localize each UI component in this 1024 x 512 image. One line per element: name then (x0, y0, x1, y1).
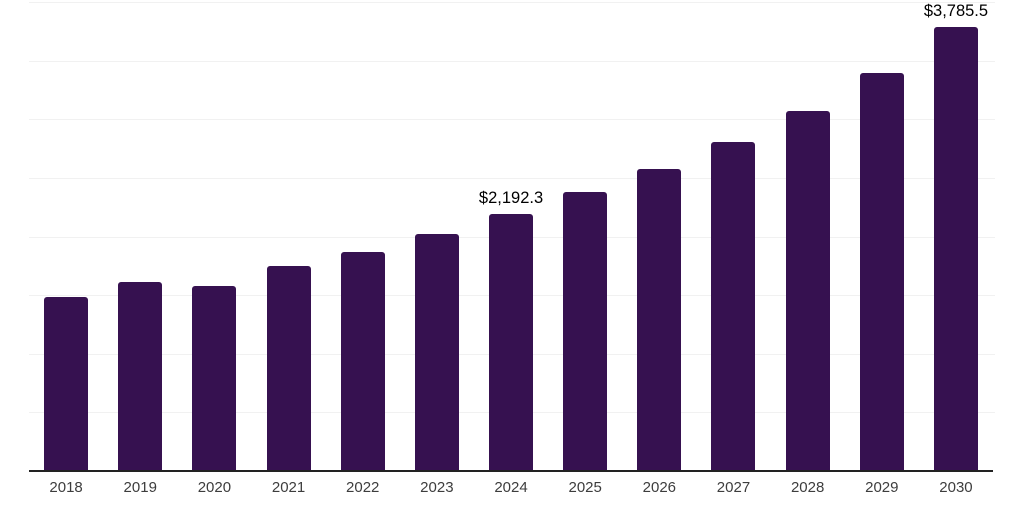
bar-2025 (563, 192, 608, 471)
x-tick-label-2026: 2026 (642, 479, 677, 496)
bar-slot-2027 (696, 2, 770, 471)
bar-slot-2028 (771, 2, 845, 471)
x-tick-label-2020: 2020 (197, 479, 232, 496)
bar-2023 (414, 233, 459, 471)
bar-slot-2025 (548, 2, 622, 471)
bar-2018 (44, 296, 89, 471)
x-tick-label-2024: 2024 (494, 479, 528, 496)
plot-area: $2,192.3 $3,785.5 (29, 2, 995, 471)
x-tick-label-2028: 2028 (790, 479, 825, 496)
x-tick-label-2029: 2029 (865, 479, 899, 496)
gridline (29, 61, 995, 62)
bar-slot-2018 (29, 2, 103, 471)
bar-2029 (859, 72, 904, 471)
bar-2028 (785, 111, 830, 471)
x-tick-label-2023: 2023 (420, 479, 454, 496)
bar-slot-2030: $3,785.5 (919, 2, 993, 471)
bar-slot-2019 (103, 2, 177, 471)
x-tick-label-2019: 2019 (123, 479, 157, 496)
x-tick-label-2027: 2027 (716, 479, 751, 496)
bar-slot-2022 (326, 2, 400, 471)
bar-slot-2029 (845, 2, 919, 471)
bar-2024 (489, 214, 534, 471)
x-tick-label-2025: 2025 (568, 479, 602, 496)
bar-2020 (192, 285, 237, 471)
bar-2022 (340, 251, 385, 471)
x-tick-label-2030: 2030 (939, 479, 973, 496)
bar-2021 (266, 266, 311, 471)
gridline (29, 119, 995, 120)
x-tick-label-2021: 2021 (271, 479, 306, 496)
x-axis-line (29, 470, 993, 472)
gridline (29, 178, 995, 179)
bar-slot-2026 (622, 2, 696, 471)
x-axis-labels: 2018 2019 2020 2021 2022 2023 2024 2025 2026 2027… (29, 479, 993, 497)
x-tick-label-2018: 2018 (49, 479, 83, 496)
bar-2030 (933, 27, 978, 471)
bar-slot-2024: $2,192.3 (474, 2, 548, 471)
bar-2019 (118, 281, 163, 471)
bar-slot-2023 (400, 2, 474, 471)
bar-value-label-2024: $2,192.3 (478, 188, 544, 207)
bar-value-label-2030: $3,785.5 (923, 1, 989, 20)
bar-slot-2021 (251, 2, 325, 471)
bar-2027 (711, 142, 756, 471)
bar-2026 (637, 169, 682, 471)
bars-row: $2,192.3 $3,785.5 (29, 2, 993, 471)
x-tick-label-2022: 2022 (346, 479, 380, 496)
gridline (29, 2, 995, 3)
bar-slot-2020 (177, 2, 251, 471)
